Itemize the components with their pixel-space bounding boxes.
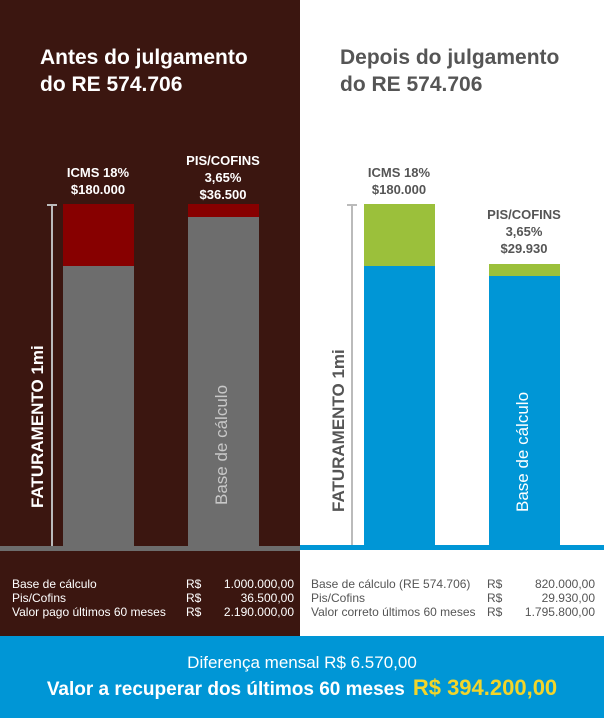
base-segment bbox=[489, 276, 560, 548]
pis-label: PIS/COFINS 3,65% $29.930 bbox=[487, 207, 561, 256]
recover-label: Valor a recuperar dos últimos 60 meses bbox=[46, 679, 405, 700]
after-title: Depois do julgamento do RE 574.706 bbox=[340, 44, 559, 98]
icms-bar bbox=[63, 204, 134, 548]
title-line: do RE 574.706 bbox=[40, 73, 183, 96]
pis-bar bbox=[188, 204, 259, 548]
recover-amount: R$ 394.200,00 bbox=[412, 675, 558, 700]
base-segment bbox=[364, 265, 435, 548]
summary-row: Base de cálculo (RE 574.706) R$ 820.000,00 bbox=[311, 577, 595, 591]
footer-banner: Diferença mensal R$ 6.570,00 Valor a rec… bbox=[0, 636, 604, 718]
axis-line bbox=[47, 204, 57, 548]
title-line: do RE 574.706 bbox=[340, 73, 483, 96]
recover-line: Valor a recuperar dos últimos 60 meses R$… bbox=[0, 675, 604, 701]
base-segment bbox=[188, 216, 259, 548]
axis-line bbox=[347, 204, 357, 548]
base-label: Base de cálculo bbox=[513, 391, 532, 512]
monthly-difference: Diferença mensal R$ 6.570,00 bbox=[187, 653, 417, 672]
base-segment bbox=[63, 265, 134, 548]
title-line: Antes do julgamento bbox=[40, 46, 248, 69]
before-panel: Antes do julgamento do RE 574.706 FATURAM… bbox=[0, 0, 300, 636]
before-summary: Base de cálculo R$ 1.000.000,00 Pis/Cofins… bbox=[12, 577, 294, 619]
summary-row: Pis/Cofins R$ 29.930,00 bbox=[311, 591, 595, 605]
icms-label: ICMS 18% $180.000 bbox=[367, 165, 431, 197]
base-label: Base de cálculo bbox=[212, 384, 231, 505]
summary-row: Base de cálculo R$ 1.000.000,00 bbox=[12, 577, 294, 591]
summary-row: Valor correto últimos 60 meses R$ 1.795.80… bbox=[311, 605, 595, 619]
axis-label: FATURAMENTO 1mi bbox=[329, 349, 348, 512]
summary-row: Pis/Cofins R$ 36.500,00 bbox=[12, 591, 294, 605]
axis-label: FATURAMENTO 1mi bbox=[28, 345, 47, 508]
icms-bar bbox=[364, 204, 435, 548]
title-line: Depois do julgamento bbox=[340, 46, 560, 69]
after-summary: Base de cálculo (RE 574.706) R$ 820.000,00… bbox=[311, 577, 595, 619]
icms-label: ICMS 18% $180.000 bbox=[66, 165, 130, 197]
after-panel: Depois do julgamento do RE 574.706 FATURA… bbox=[300, 0, 604, 636]
pis-label: PIS/COFINS 3,65% $36.500 bbox=[186, 153, 260, 202]
tax-segment bbox=[489, 264, 560, 277]
tax-segment bbox=[63, 204, 134, 266]
pis-bar bbox=[489, 264, 560, 548]
before-title: Antes do julgamento do RE 574.706 bbox=[40, 44, 248, 98]
baseline bbox=[0, 546, 300, 551]
baseline bbox=[300, 545, 604, 550]
tax-segment bbox=[364, 204, 435, 266]
summary-row: Valor pago últimos 60 meses R$ 2.190.000,0… bbox=[12, 605, 294, 619]
tax-segment bbox=[188, 204, 259, 217]
